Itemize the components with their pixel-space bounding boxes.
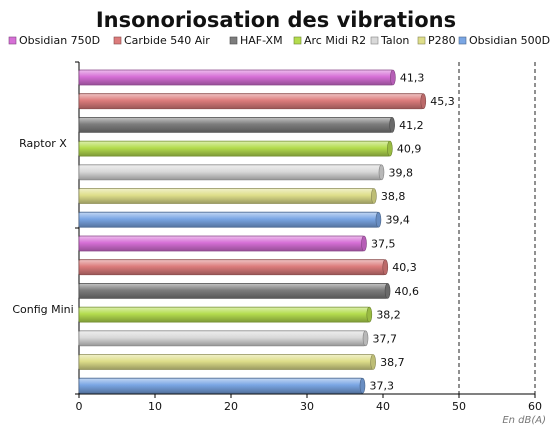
bar [78,306,370,323]
data-labels: 41,3 45,3 41,2 40,9 39,8 38,8 39,4 37,5 40,3 40,6… [369,72,454,393]
x-tick-label: 40 [376,400,390,413]
bar-end [382,259,389,276]
bar [78,117,393,133]
x-tick-label: 60 [528,400,542,413]
bar [78,164,382,181]
data-label: 41,3 [400,72,425,85]
bar-end [371,188,377,204]
unit-label: En dB(A) [502,415,546,426]
data-label: 38,2 [376,309,401,322]
legend-entry: Talon [380,34,409,47]
bar [78,93,424,110]
data-label: 39,8 [388,166,413,179]
legend-swatch [458,36,467,45]
legend-entry: P280 [428,34,456,47]
bar [78,188,375,204]
category-labels: Raptor X Config Mini [12,137,73,316]
bar [78,282,388,299]
bar-end [389,117,395,133]
data-label: 40,9 [397,143,422,156]
bar-end [362,330,369,347]
data-label: 37,5 [371,238,396,251]
data-label: 37,7 [373,332,398,345]
bar-end [387,140,393,157]
x-tick-label: 0 [76,400,83,413]
bar [78,354,374,370]
bar [78,330,366,347]
bar-end [420,93,427,109]
bars [78,69,427,394]
bar [78,69,394,86]
bar-end [375,211,382,228]
legend-entry: Arc Midi R2 [304,34,366,47]
data-label: 37,3 [369,380,394,393]
bar-end [390,69,396,86]
bar-end [370,354,376,370]
x-tick-label: 10 [148,400,162,413]
data-label: 40,3 [392,261,417,274]
bar-end [366,306,373,323]
data-label: 38,7 [380,356,405,369]
bar [78,140,391,157]
bar-end [361,235,367,252]
legend-entry: Obsidian 500D [469,34,550,47]
legend-swatch [229,36,238,45]
legend-swatch [293,36,302,45]
bar-end [378,164,385,181]
legend-swatch [113,36,122,45]
legend-swatch [417,36,426,45]
legend-entry: Carbide 540 Air [124,34,210,47]
chart-title: Insonoriosation des vibrations [96,8,456,32]
category-label: Raptor X [19,137,67,150]
legend: Obsidian 750D Carbide 540 Air HAF-XM Arc Mi… [8,34,550,47]
x-tick-label: 30 [300,400,314,413]
legend-swatch [8,36,17,45]
bar [78,235,365,252]
legend-swatch [370,36,379,45]
x-tick-label: 50 [452,400,466,413]
bar [78,259,386,276]
category-label: Config Mini [12,303,73,316]
grid [458,62,536,394]
bar [78,211,379,228]
bar-end [359,377,366,394]
legend-entry: HAF-XM [240,34,283,47]
bar-end [384,283,391,299]
x-tick-label: 20 [224,400,238,413]
legend-entry: Obsidian 750D [19,34,100,47]
axes: 0 10 20 30 40 50 60 [75,61,542,413]
data-label: 41,2 [399,119,424,132]
data-label: 45,3 [430,95,455,108]
data-label: 39,4 [385,214,410,227]
data-label: 38,8 [381,190,406,203]
bar [78,377,363,394]
data-label: 40,6 [395,285,420,298]
